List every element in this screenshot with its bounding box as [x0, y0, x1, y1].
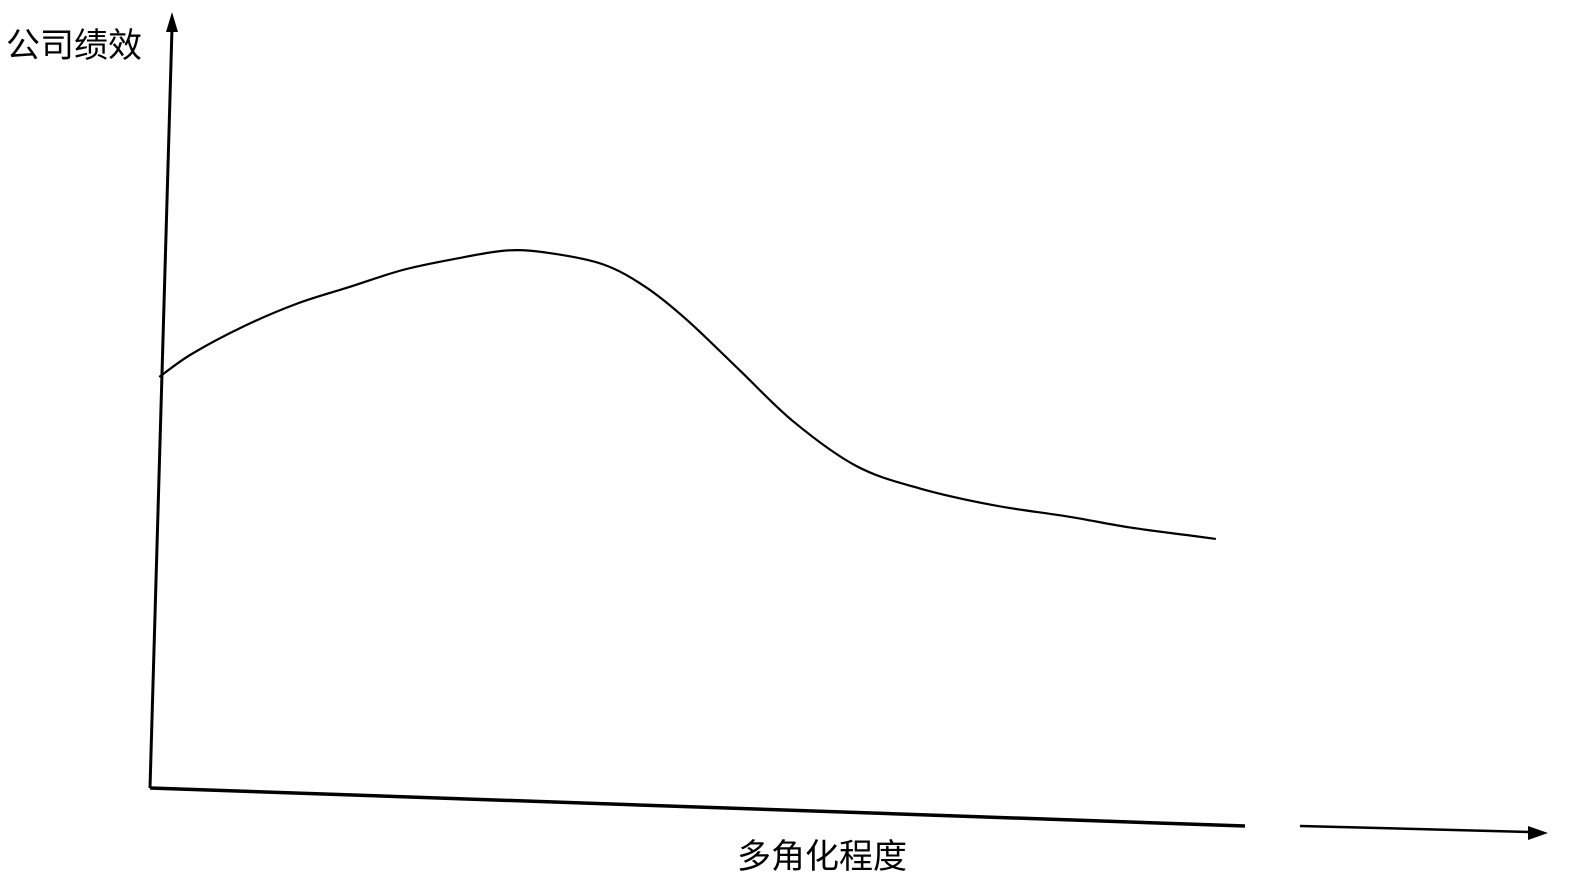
- x-axis-arrow: [1528, 826, 1548, 840]
- x-axis-line: [149, 786, 1246, 828]
- y-axis-label: 公司绩效: [6, 26, 142, 66]
- x-axis-extension: [1299, 824, 1531, 834]
- y-axis-arrow: [166, 12, 178, 32]
- series-line: [158, 249, 1217, 540]
- axes: [148, 12, 1548, 840]
- y-axis-line: [148, 27, 174, 789]
- x-axis-label: 多角化程度: [737, 837, 907, 877]
